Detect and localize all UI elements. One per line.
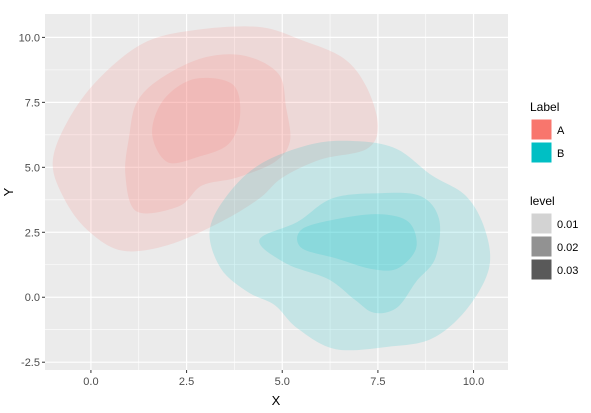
legend-label-A: A xyxy=(557,125,565,137)
y-tick-label: 0.0 xyxy=(25,292,40,304)
y-axis-title: Y xyxy=(1,187,16,196)
y-tick-label: 2.5 xyxy=(25,227,40,239)
x-tick-label: 0.0 xyxy=(83,376,98,388)
y-tick-label: 10.0 xyxy=(19,32,40,44)
legend-key-A xyxy=(530,118,553,141)
contour-A-level-0.02 xyxy=(125,54,291,214)
legend-label-0.03: 0.03 xyxy=(557,265,578,277)
legend-title: level xyxy=(530,194,555,208)
contour-B-level-0.01 xyxy=(209,140,491,351)
contour-B-level-0.02 xyxy=(259,192,441,314)
x-tick-label: 2.5 xyxy=(179,376,194,388)
x-axis-title: X xyxy=(272,393,281,408)
y-axis-ticks: -2.5 0.0 2.5 5.0 7.5 10.0 xyxy=(19,32,45,369)
y-tick-label: -2.5 xyxy=(21,357,40,369)
legend-key-0.03 xyxy=(530,258,553,281)
legend-key-B xyxy=(530,141,553,164)
legend-title: Label xyxy=(530,100,559,114)
major-gridlines xyxy=(45,14,508,370)
legend-label-B: B xyxy=(557,148,564,160)
minor-gridlines xyxy=(45,14,508,370)
contour-A-level-0.03 xyxy=(152,77,241,164)
legend-key-0.01 xyxy=(530,212,553,235)
contour-A-level-0.01 xyxy=(52,26,378,252)
plot-panel xyxy=(45,14,508,370)
density-contours xyxy=(52,26,491,351)
y-tick-label: 5.0 xyxy=(25,162,40,174)
legend-label-0.02: 0.02 xyxy=(557,242,578,254)
legend-label: Label AB xyxy=(530,100,565,164)
x-tick-label: 10.0 xyxy=(463,376,484,388)
x-tick-label: 5.0 xyxy=(275,376,290,388)
legend-label-0.01: 0.01 xyxy=(557,219,578,231)
contour-B-level-0.03 xyxy=(297,214,417,271)
x-axis-ticks: 0.0 2.5 5.0 7.5 10.0 xyxy=(83,370,484,388)
legend-key-0.02 xyxy=(530,235,553,258)
x-tick-label: 7.5 xyxy=(370,376,385,388)
y-tick-label: 7.5 xyxy=(25,97,40,109)
